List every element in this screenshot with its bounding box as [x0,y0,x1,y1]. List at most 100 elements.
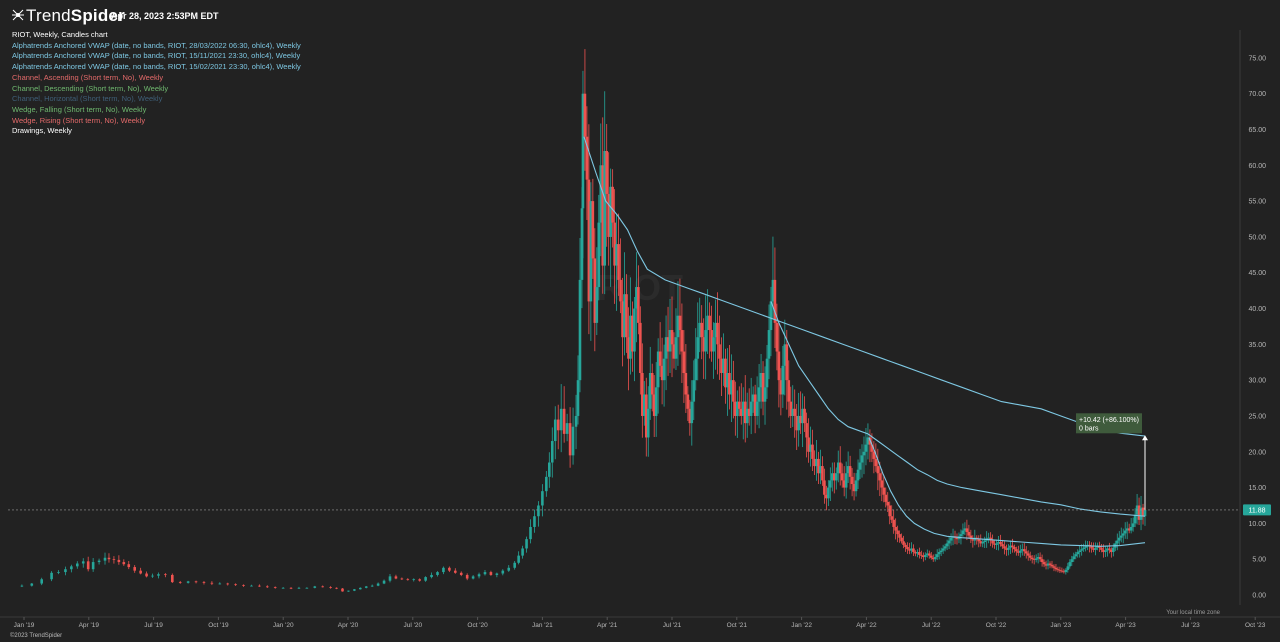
candle-body [1009,545,1012,548]
legend-item[interactable]: Wedge, Rising (Short term, No), Weekly [12,115,146,125]
candle-body [1104,550,1107,553]
candle-body [86,561,90,570]
candle-body [698,322,702,338]
candle-body [1032,559,1036,560]
candle-body [916,552,919,554]
top-bar: TrendSpider Apr 28, 2023 2:53PM EDT [0,0,1280,28]
candle-body [793,408,797,416]
candle-body [1094,547,1097,550]
candle-body [103,557,107,561]
candle-body [1076,552,1080,555]
candle-body [929,555,933,558]
price-axis: 0.00 5.00 10.00 15.00 20.00 25.00 30.00 35.00 40… [1239,30,1266,605]
legend-item[interactable]: Alphatrends Anchored VWAP (date, no band… [12,62,301,72]
last-price-line: 11.88 [8,504,1271,516]
candle-body [1054,567,1058,570]
legend-item[interactable]: Alphatrends Anchored VWAP (date, no band… [12,51,301,61]
candle-body [686,394,690,409]
candle-body [1048,563,1052,565]
candle-body [714,322,717,338]
brand-logo[interactable]: TrendSpider [26,6,125,25]
candle-body [1072,556,1076,560]
candle-body [730,380,733,395]
candle-body [633,308,636,352]
candle-body [1141,507,1145,517]
candle-body [1005,548,1008,550]
candle-body [931,557,935,560]
candle-body [718,344,721,359]
x-tick-label: Apr '21 [597,622,618,629]
legend-item[interactable]: Channel, Horizontal (Short term, No), We… [12,94,163,104]
candle-body [139,570,142,574]
timezone-label[interactable]: Your local time zone [1166,610,1220,616]
candle-body [678,315,682,331]
candle-body [648,373,652,409]
candle-body [763,387,767,402]
candle-body [886,501,890,506]
measure-sublabel: 0 bars [1079,425,1099,432]
legend-item[interactable]: Channel, Ascending (Short term, No), Wee… [12,72,164,82]
candle-body [866,437,870,445]
candle-body [781,365,785,395]
candle-body [541,491,544,506]
y-tick-label: 0.00 [1252,593,1266,600]
candle-body [1060,570,1064,572]
candle-body [448,567,451,571]
candle-body [1133,514,1137,524]
candle-body [819,466,822,474]
y-tick-label: 50.00 [1248,234,1266,241]
candle-body [912,548,915,553]
candle-body [872,451,876,459]
candle-body [755,401,759,416]
candle-body [1119,535,1123,538]
candle-body [751,394,755,402]
legend-item[interactable]: Channel, Descending (Short term, No), We… [12,83,169,93]
candle-body [797,415,800,431]
candle-body [825,494,828,499]
candle-body [489,572,493,575]
candle-body [151,575,154,577]
candle-body [1028,555,1032,558]
candle-body [565,423,569,434]
legend-item[interactable]: Alphatrends Anchored VWAP (date, no band… [12,40,301,50]
y-tick-label: 25.00 [1248,413,1266,420]
candle-body [321,586,325,588]
candle-body [955,537,959,540]
candle-body [658,351,662,366]
candle-body [838,462,842,474]
vwap-line [583,136,1146,437]
candles-layer [20,49,1147,592]
candle-body [884,494,888,502]
candle-body [1052,566,1056,568]
candle-body [210,582,214,584]
candle-body [601,165,605,266]
candle-body [495,573,499,575]
candle-body [672,344,676,359]
candle-body [418,579,421,581]
indicator-legend: RIOT, Weekly, Candles chart Alphatrends … [12,30,301,137]
candle-body [999,542,1002,545]
y-tick-label: 70.00 [1248,91,1266,98]
candle-body [574,415,578,427]
candle-body [127,564,131,568]
legend-title[interactable]: RIOT, Weekly, Candles chart [12,30,108,39]
x-tick-label: Oct '21 [727,622,748,629]
candle-body [353,589,356,591]
x-tick-label: Apr '23 [1115,622,1136,629]
candle-body [684,373,688,395]
candle-body [963,528,967,531]
candle-body [591,201,595,259]
legend-item[interactable]: Drawings, Weekly [12,126,72,136]
candle-body [609,186,612,237]
x-tick-label: Oct '20 [467,622,488,629]
candle-body [803,408,806,424]
candle-body [289,587,293,589]
candle-body [927,553,931,556]
candle-body [777,351,781,381]
legend-item[interactable]: Wedge, Falling (Short term, No), Weekly [12,104,147,114]
candle-body [708,315,711,331]
candle-body [477,574,481,577]
candle-body [787,380,791,402]
candle-body [1001,544,1004,547]
